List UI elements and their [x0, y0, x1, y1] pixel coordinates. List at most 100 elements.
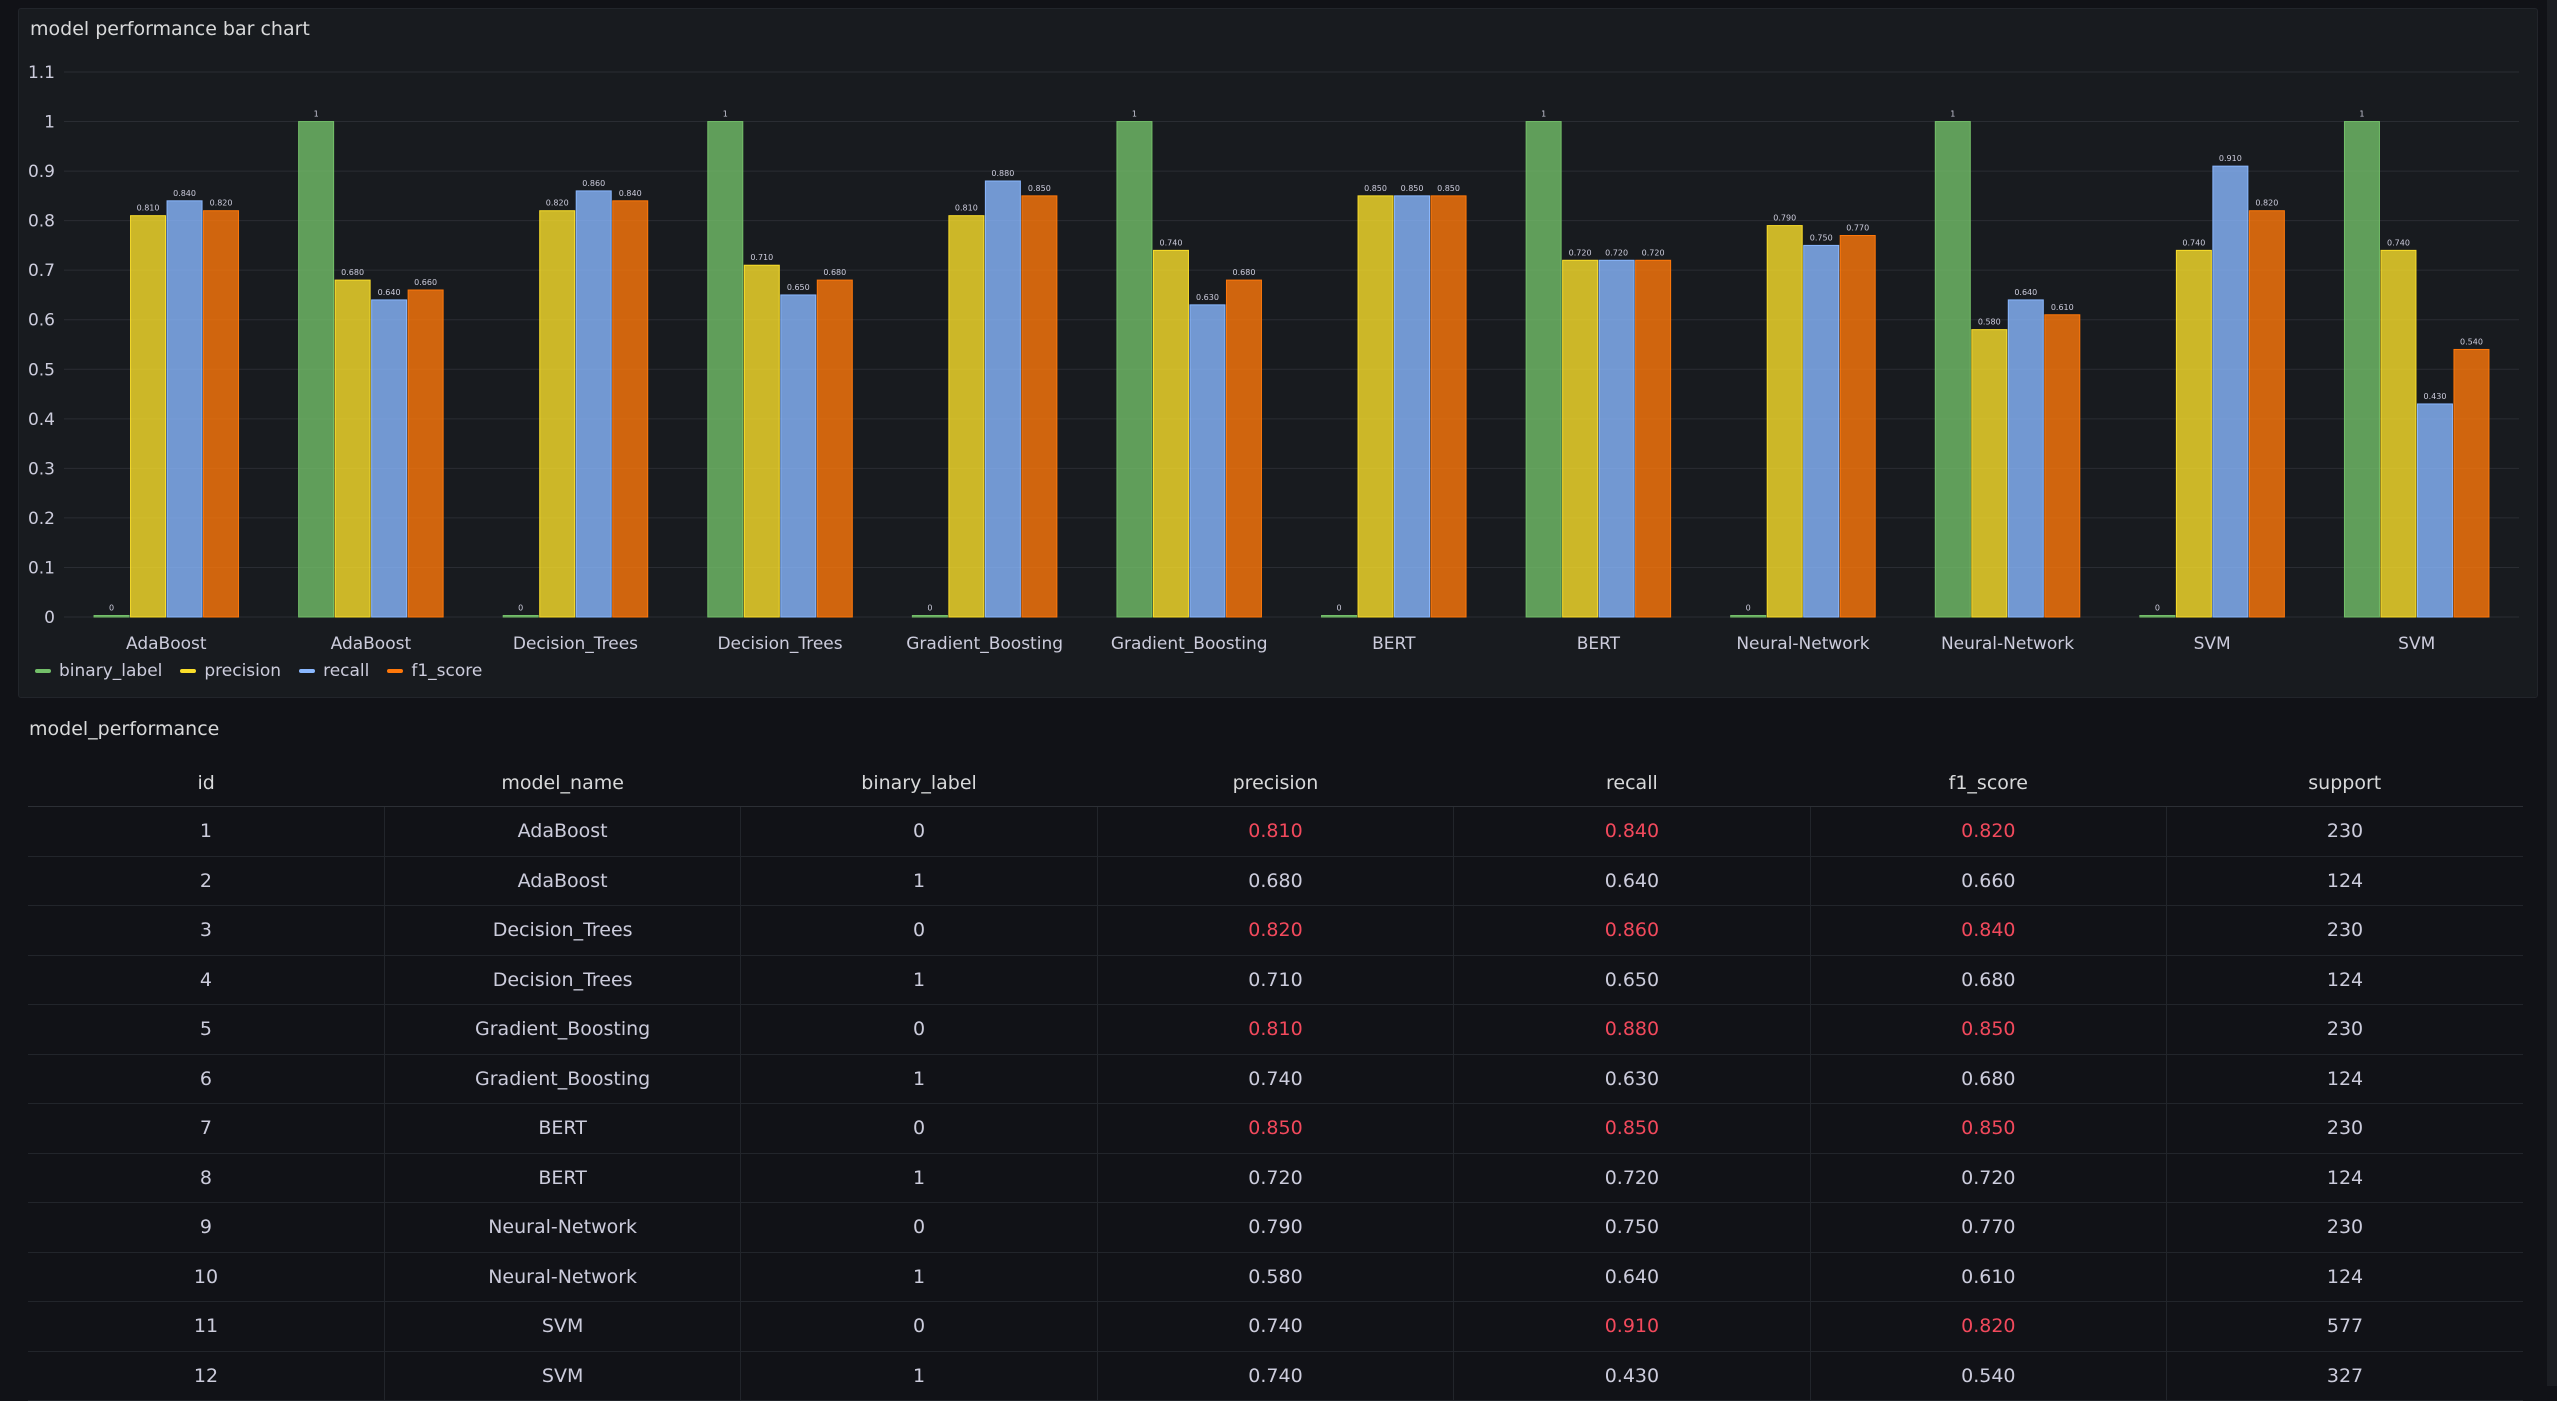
cell-f1_score: 0.820	[1810, 1301, 2168, 1352]
bar-value-label: 0.820	[210, 199, 233, 208]
cell-support: 124	[2166, 1054, 2523, 1104]
bar-value-label: 0.860	[582, 179, 605, 188]
bar-recall	[1189, 304, 1226, 618]
bar-precision	[130, 215, 167, 618]
cell-support: 124	[2166, 856, 2523, 906]
cell-support: 124	[2166, 1153, 2523, 1203]
cell-recall: 0.910	[1453, 1301, 1811, 1352]
bar-recall	[1394, 195, 1431, 618]
bar-binary_label	[1934, 121, 1971, 618]
bar-binary_label	[911, 615, 948, 618]
legend-swatch	[299, 669, 316, 673]
bar-value-label: 0.650	[787, 283, 810, 292]
cell-f1_score: 0.770	[1810, 1202, 2168, 1253]
page-scrollbar[interactable]	[2547, 0, 2557, 1386]
bar-f1_score	[2248, 210, 2285, 618]
bar-value-label: 0.540	[2460, 337, 2483, 346]
bar-value-label: 0.740	[2387, 238, 2410, 247]
chart-panel-title[interactable]: model performance bar chart	[30, 18, 310, 40]
column-header-id[interactable]: id	[28, 760, 385, 807]
cell-binary_label: 0	[740, 905, 1098, 956]
bar-value-label: 0.770	[1846, 224, 1869, 233]
cell-model_name: SVM	[384, 1301, 742, 1352]
table-header-row: id model_name binary_label precision recall f…	[28, 760, 2523, 807]
cell-recall: 0.640	[1453, 856, 1811, 906]
bar-binary_label	[1116, 121, 1153, 618]
y-tick-label: 0.1	[28, 558, 55, 578]
bar-f1_score	[612, 200, 649, 618]
cell-precision: 0.710	[1097, 955, 1455, 1005]
cell-recall: 0.630	[1453, 1054, 1811, 1104]
bar-value-label: 1	[2359, 110, 2364, 119]
cell-model_name: AdaBoost	[384, 856, 742, 906]
bar-binary_label	[298, 121, 335, 618]
legend-swatch	[180, 669, 197, 673]
bar-f1_score	[2453, 348, 2490, 618]
column-header-binary_label[interactable]: binary_label	[740, 760, 1098, 807]
column-header-recall[interactable]: recall	[1453, 760, 1811, 807]
bar-value-label: 0.810	[955, 204, 978, 213]
bar-value-label: 0.740	[1160, 238, 1183, 247]
x-tick-label: Neural-Network	[1941, 634, 2074, 654]
x-tick-label: Gradient_Boosting	[906, 634, 1063, 654]
column-header-precision[interactable]: precision	[1097, 760, 1454, 807]
legend-item-precision[interactable]: precision	[180, 661, 281, 681]
x-tick-label: SVM	[2398, 634, 2435, 654]
cell-precision: 0.680	[1097, 856, 1455, 906]
bar-f1_score	[816, 279, 853, 618]
cell-id: 3	[28, 905, 385, 956]
cell-recall: 0.850	[1453, 1103, 1811, 1154]
legend-label: f1_score	[411, 661, 483, 681]
bar-value-label: 0.430	[2424, 392, 2447, 401]
bar-precision	[743, 264, 780, 618]
cell-recall: 0.430	[1453, 1351, 1811, 1401]
legend-item-binary_label[interactable]: binary_label	[35, 661, 162, 681]
column-header-f1_score[interactable]: f1_score	[1810, 760, 2167, 807]
bar-value-label: 0.810	[137, 204, 160, 213]
bar-recall	[2212, 165, 2249, 618]
bar-binary_label	[1730, 615, 1767, 618]
legend-label: binary_label	[59, 661, 163, 681]
legend-item-f1_score[interactable]: f1_score	[387, 661, 482, 681]
cell-model_name: Neural-Network	[384, 1252, 742, 1302]
bar-value-label: 0.610	[2051, 303, 2074, 312]
cell-model_name: Decision_Trees	[384, 905, 742, 956]
cell-recall: 0.750	[1453, 1202, 1811, 1253]
cell-model_name: BERT	[384, 1153, 742, 1203]
x-tick-label: AdaBoost	[331, 634, 412, 654]
bar-binary_label	[2343, 121, 2380, 618]
bar-value-label: 0.640	[2014, 288, 2037, 297]
bar-binary_label	[707, 121, 744, 618]
table-row: 10 Neural-Network 1 0.580 0.640 0.610 124	[28, 1252, 2523, 1302]
column-header-support[interactable]: support	[2166, 760, 2523, 807]
cell-model_name: Neural-Network	[384, 1202, 742, 1253]
bar-recall	[2416, 403, 2453, 618]
bar-value-label: 0.850	[1401, 184, 1424, 193]
cell-id: 9	[28, 1202, 385, 1253]
cell-f1_score: 0.850	[1810, 1004, 2168, 1055]
cell-precision: 0.790	[1097, 1202, 1455, 1253]
cell-id: 12	[28, 1351, 385, 1401]
cell-binary_label: 0	[740, 1202, 1098, 1253]
table-panel-title[interactable]: model_performance	[29, 718, 220, 740]
cell-precision: 0.850	[1097, 1103, 1455, 1154]
bar-value-label: 0	[1336, 604, 1341, 613]
bar-recall	[984, 180, 1021, 618]
table-row: 9 Neural-Network 0 0.790 0.750 0.770 230	[28, 1202, 2523, 1253]
y-tick-label: 0.3	[28, 459, 55, 479]
legend-item-recall[interactable]: recall	[299, 661, 369, 681]
bar-precision	[1152, 249, 1189, 618]
y-tick-label: 1	[44, 113, 55, 133]
bar-binary_label	[93, 615, 130, 618]
cell-precision: 0.810	[1097, 1004, 1455, 1055]
model-performance-table: id model_name binary_label precision recall f…	[28, 760, 2523, 1401]
cell-support: 230	[2166, 905, 2523, 956]
bar-value-label: 0.680	[1233, 268, 1256, 277]
x-tick-label: BERT	[1577, 634, 1621, 654]
y-tick-label: 0.2	[28, 509, 55, 529]
bar-binary_label	[2139, 615, 2176, 618]
y-tick-label: 0.5	[28, 360, 55, 380]
cell-id: 8	[28, 1153, 385, 1203]
column-header-model_name[interactable]: model_name	[384, 760, 741, 807]
cell-support: 230	[2166, 1004, 2523, 1055]
